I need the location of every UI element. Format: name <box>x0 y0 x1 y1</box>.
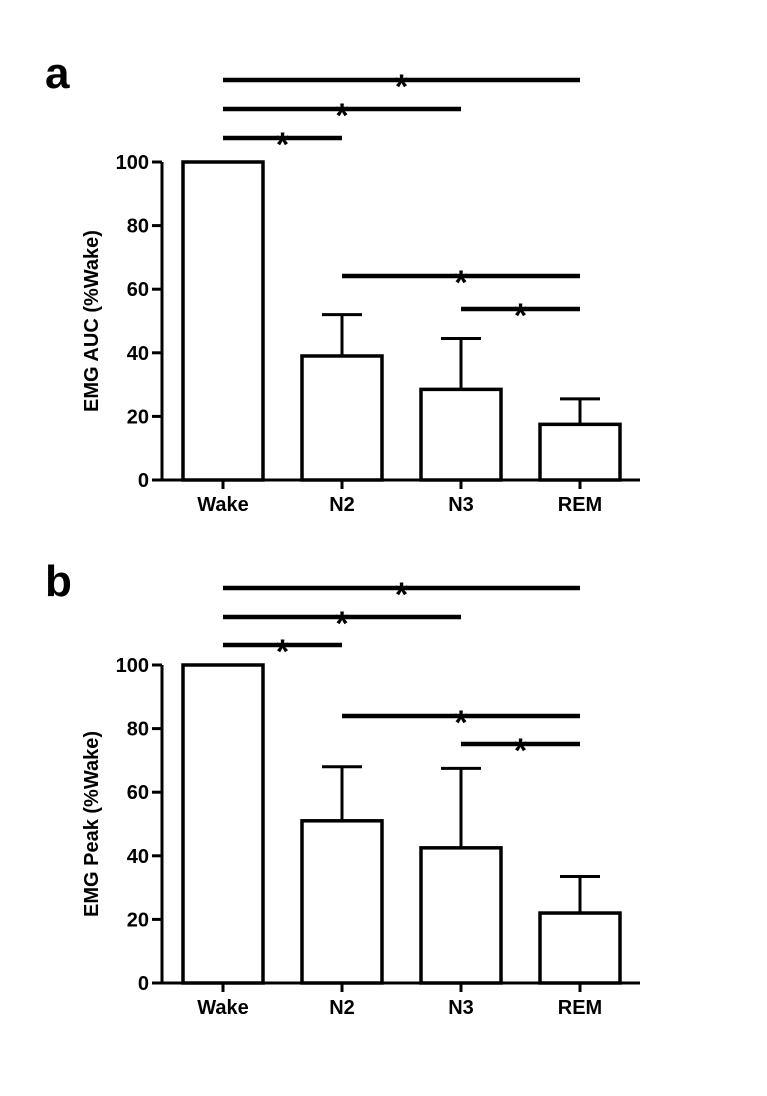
x-tick-label: REM <box>558 997 602 1019</box>
bar <box>419 846 503 985</box>
significance-star: * <box>454 264 468 302</box>
y-tick-label: 80 <box>127 216 149 238</box>
y-tick-label: 60 <box>127 279 149 301</box>
panel-letter: a <box>45 49 70 98</box>
significance-star: * <box>335 605 349 643</box>
y-tick-label: 20 <box>127 406 149 428</box>
y-tick-label: 40 <box>127 846 149 868</box>
y-tick-label: 0 <box>138 470 149 492</box>
bar <box>181 663 265 985</box>
y-tick-label: 0 <box>138 973 149 995</box>
bar <box>300 819 384 985</box>
significance-star: * <box>276 126 290 164</box>
significance-star: * <box>514 732 528 770</box>
panel-b: b 0 20 40 60 80 100 EMG Peak (%Wake) Wake N2 N3 REM… <box>45 557 640 1019</box>
y-axis-title: EMG AUC (%Wake) <box>81 230 103 412</box>
significance-star: * <box>514 297 528 335</box>
significance-star: * <box>276 633 290 671</box>
significance-star: * <box>335 97 349 135</box>
bar <box>181 160 265 482</box>
y-tick-label: 80 <box>127 719 149 741</box>
y-tick-label: 100 <box>116 655 149 677</box>
y-axis-title: EMG Peak (%Wake) <box>81 731 103 917</box>
significance-star: * <box>454 704 468 742</box>
y-tick-label: 40 <box>127 343 149 365</box>
x-tick-label: N2 <box>329 494 355 516</box>
panel-a: a 0 20 40 60 80 100 EMG AUC (%Wake) Wake N2 N3 REM *… <box>45 49 640 516</box>
significance-star: * <box>395 68 409 106</box>
x-tick-label: Wake <box>197 997 249 1019</box>
bar <box>538 911 622 985</box>
x-tick-label: N3 <box>448 997 474 1019</box>
x-tick-label: N2 <box>329 997 355 1019</box>
bar <box>538 422 622 482</box>
x-tick-label: Wake <box>197 494 249 516</box>
x-tick-label: REM <box>558 494 602 516</box>
bar <box>419 387 503 482</box>
panel-letter: b <box>45 557 72 606</box>
y-tick-label: 20 <box>127 909 149 931</box>
significance-star: * <box>395 576 409 614</box>
x-tick-label: N3 <box>448 494 474 516</box>
bar <box>300 354 384 482</box>
y-tick-label: 60 <box>127 782 149 804</box>
y-tick-label: 100 <box>116 152 149 174</box>
